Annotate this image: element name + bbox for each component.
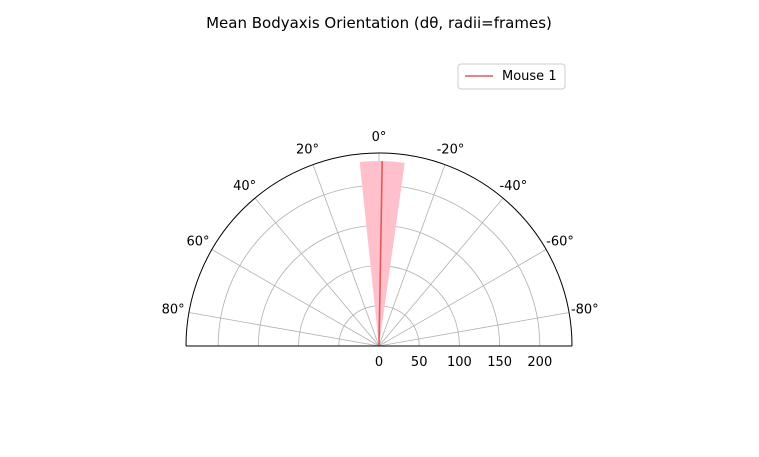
angle-tick-label: 0°: [372, 130, 387, 145]
angle-tick-label: 80°: [162, 303, 185, 318]
legend: Mouse 1: [457, 63, 566, 90]
angular-gridline: [312, 164, 380, 347]
angle-tick-label: 40°: [233, 179, 256, 194]
legend-label: Mouse 1: [502, 69, 557, 84]
polar-outer-frame: [185, 152, 573, 347]
angle-tick-label: -60°: [546, 235, 574, 250]
radial-tick-label: 100: [447, 355, 472, 370]
angular-gridline: [211, 249, 380, 347]
polar-plot-area: 80° 60° 40° 20° 0° -20° -40° -60° -80° 0 50 100 150 2…: [162, 130, 599, 370]
radial-tick-label: 50: [411, 355, 428, 370]
angular-gridline: [254, 197, 380, 347]
chart-title: Mean Bodyaxis Orientation (dθ, radii=fra…: [206, 14, 552, 32]
angle-tick-label: -20°: [437, 143, 465, 158]
radial-tick-label: 150: [487, 355, 512, 370]
legend-box: [457, 63, 566, 90]
angular-gridline: [378, 164, 446, 347]
angular-gridline: [378, 197, 504, 347]
radial-tick-label: 200: [527, 355, 552, 370]
angular-gridline: [188, 312, 380, 347]
angle-tick-label: -40°: [499, 179, 527, 194]
angular-gridline: [378, 249, 547, 347]
series-mean-line: [378, 161, 384, 347]
angle-tick-label: 20°: [296, 143, 319, 158]
angle-tick-label: -80°: [571, 303, 599, 318]
radial-tick-label: 0: [375, 355, 383, 370]
angle-tick-label: 60°: [186, 235, 209, 250]
series-wedge: [359, 161, 405, 346]
angular-gridline: [378, 312, 570, 347]
